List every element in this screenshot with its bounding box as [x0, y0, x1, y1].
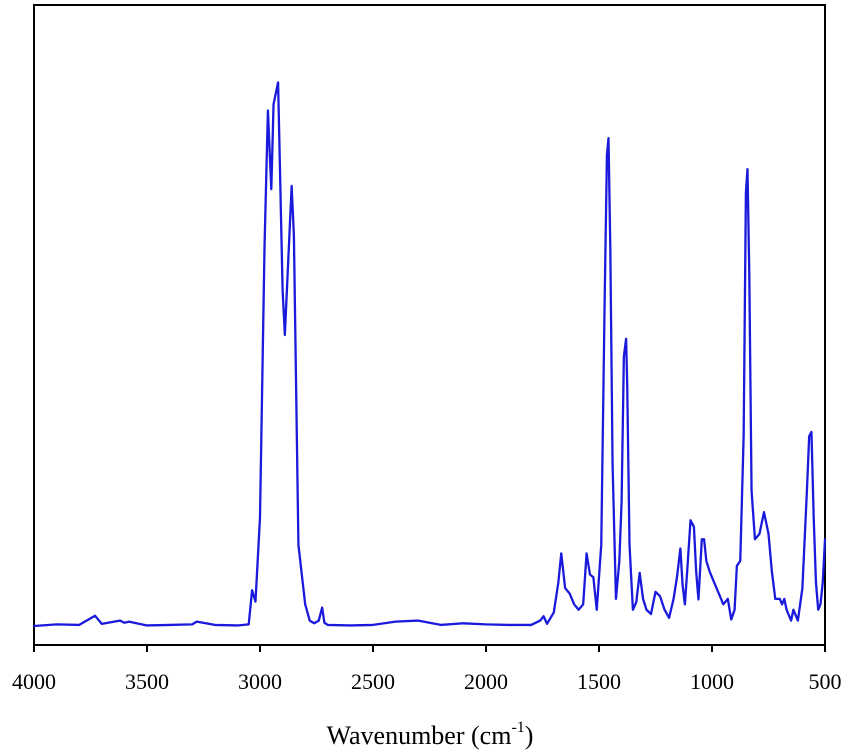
x-tick-label-1500: 1500: [577, 669, 621, 694]
x-tick-label-2500: 2500: [351, 669, 395, 694]
x-axis-title: Wavenumber (cm-1): [327, 719, 534, 750]
x-tick-label-3500: 3500: [125, 669, 169, 694]
series-line: [32, 81, 827, 628]
x-tick-label-4000: 4000: [12, 669, 56, 694]
x-tick-labels: 4000 3500 3000 2500 2000 1500 1000 500: [12, 669, 842, 694]
x-ticks: [33, 645, 826, 652]
x-tick-label-500: 500: [809, 669, 842, 694]
x-tick-label-3000: 3000: [238, 669, 282, 694]
plot-frame: [33, 4, 826, 646]
x-tick-label-2000: 2000: [464, 669, 508, 694]
x-tick-label-1000: 1000: [690, 669, 734, 694]
